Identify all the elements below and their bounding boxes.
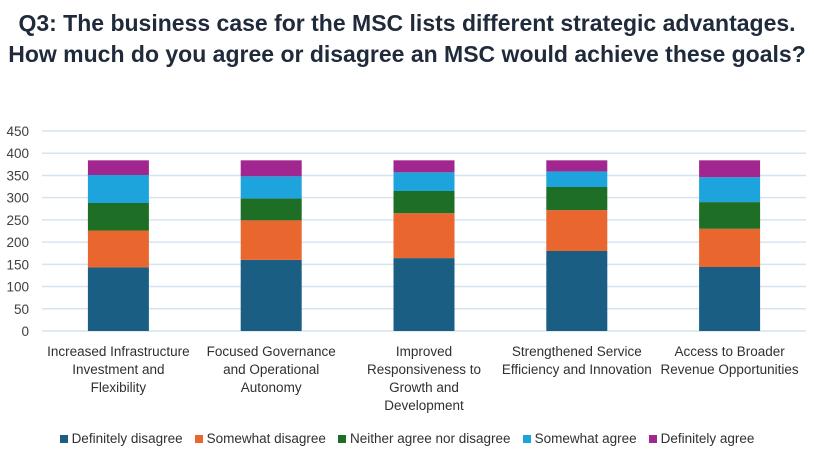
legend-label: Somewhat agree <box>534 431 637 446</box>
legend: Definitely disagree Somewhat disagree Neit… <box>0 431 814 446</box>
y-tick-label: 250 <box>6 213 29 228</box>
bar-segment <box>393 191 455 214</box>
bar-segment <box>87 230 149 268</box>
bar-segment <box>240 176 302 199</box>
bar-segment <box>87 175 149 203</box>
legend-swatch <box>648 434 657 443</box>
y-tick-label: 50 <box>14 302 29 317</box>
legend-label: Neither agree nor disagree <box>349 431 511 446</box>
x-category-label: Increased Infrastructure Investment and … <box>47 344 190 395</box>
bar-segment <box>699 267 761 331</box>
bar-segment <box>393 213 455 259</box>
bar-segment <box>240 160 302 177</box>
bar-segment <box>87 203 149 231</box>
legend-label: Definitely agree <box>660 431 755 446</box>
bar-segment <box>699 228 761 267</box>
bar-segment <box>240 220 302 260</box>
y-tick-label: 150 <box>6 257 29 272</box>
legend-swatch <box>59 434 68 443</box>
y-tick-label: 0 <box>21 324 29 339</box>
legend-item: Somewhat agree <box>522 431 637 446</box>
bar-segment <box>699 177 761 203</box>
bar-segment <box>393 160 455 173</box>
bar-segment <box>240 198 302 221</box>
y-tick-label: 200 <box>6 235 29 250</box>
bar-segment <box>393 258 455 331</box>
bar-segment <box>87 267 149 331</box>
legend-label: Definitely disagree <box>71 431 183 446</box>
x-category-label: Strengthened Service Efficiency and Inno… <box>501 344 652 377</box>
legend-item: Neither agree nor disagree <box>337 431 511 446</box>
legend-swatch <box>522 434 531 443</box>
x-category-label: Improved Responsiveness to Growth and De… <box>366 344 482 413</box>
x-category-label: Focused Governance and Operational Auton… <box>206 344 336 395</box>
y-tick-label: 450 <box>6 124 29 139</box>
legend-item: Definitely agree <box>648 431 755 446</box>
bar-segment <box>393 172 455 191</box>
bar-segment <box>546 160 608 172</box>
x-category-label: Access to Broader Revenue Opportunities <box>660 344 799 377</box>
y-tick-label: 400 <box>6 146 29 161</box>
bar-segment <box>546 210 608 251</box>
bar-segment <box>87 160 149 175</box>
legend-item: Somewhat disagree <box>194 431 326 446</box>
y-tick-label: 350 <box>6 168 29 183</box>
bar-segment <box>546 251 608 331</box>
bar-segment <box>546 187 608 211</box>
bar-segment <box>699 160 761 178</box>
legend-item: Definitely disagree <box>59 431 183 446</box>
bar-segment <box>699 202 761 229</box>
bar-segment <box>546 171 608 187</box>
chart-title: Q3: The business case for the MSC lists … <box>8 10 806 67</box>
y-tick-label: 100 <box>6 280 29 295</box>
bar-segment <box>240 259 302 331</box>
legend-label: Somewhat disagree <box>206 431 326 446</box>
legend-swatch <box>337 434 346 443</box>
y-tick-label: 300 <box>6 191 29 206</box>
legend-swatch <box>194 434 203 443</box>
